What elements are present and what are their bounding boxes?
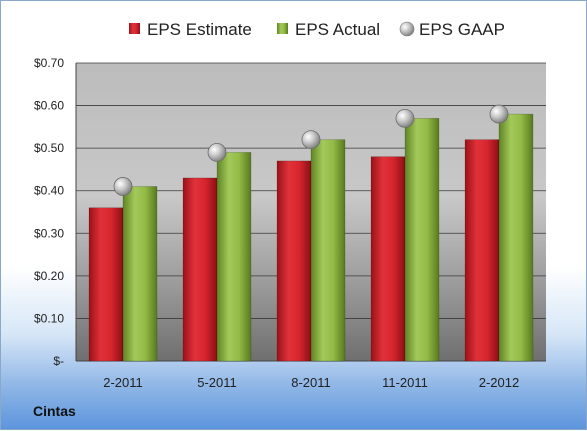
bar-eps-actual: [216, 152, 252, 362]
legend-swatch-eps-actual: [277, 23, 288, 34]
plot-area: $- $0.10 $0.20 $0.30 $0.40 $0.50 $0.60 $0.70 2-2…: [34, 56, 546, 390]
legend-label-eps-gaap: EPS GAAP: [419, 20, 505, 39]
marker-eps-gaap: [489, 104, 509, 124]
marker-eps-gaap: [207, 142, 227, 162]
bar-eps-estimate: [370, 156, 406, 362]
bar-eps-actual: [310, 139, 346, 362]
bar-eps-estimate: [464, 139, 500, 362]
marker-eps-gaap: [301, 130, 321, 150]
marker-eps-gaap: [113, 177, 133, 196]
bar-eps-estimate: [276, 160, 312, 362]
x-tick-label: 2-2012: [479, 375, 519, 390]
y-tick-label: $0.60: [34, 99, 64, 113]
company-label: Cintas: [33, 403, 76, 419]
x-tick-label: 2-2011: [103, 375, 143, 390]
bar-eps-actual: [122, 186, 158, 362]
legend-swatch-eps-estimate: [129, 23, 140, 34]
bar-eps-estimate: [88, 207, 124, 362]
x-tick-label: 11-2011: [382, 375, 428, 390]
legend-label-eps-estimate: EPS Estimate: [147, 20, 252, 39]
y-tick-label: $0.50: [34, 141, 64, 155]
bar-eps-actual: [404, 118, 440, 362]
legend-label-eps-actual: EPS Actual: [295, 20, 380, 39]
y-tick-label: $0.20: [34, 269, 64, 283]
bar-eps-actual: [498, 113, 534, 362]
legend-swatch-eps-gaap: [399, 21, 415, 37]
y-tick-label: $0.10: [34, 311, 64, 325]
y-tick-label: $-: [53, 354, 64, 368]
x-tick-label: 5-2011: [197, 375, 237, 390]
x-tick-label: 8-2011: [291, 375, 331, 390]
marker-eps-gaap: [395, 108, 415, 128]
y-tick-label: $0.30: [34, 226, 64, 240]
y-tick-label: $0.40: [34, 184, 64, 198]
legend: EPS Estimate EPS Actual EPS GAAP: [129, 20, 505, 39]
y-tick-label: $0.70: [34, 56, 64, 70]
bar-eps-estimate: [182, 177, 218, 362]
